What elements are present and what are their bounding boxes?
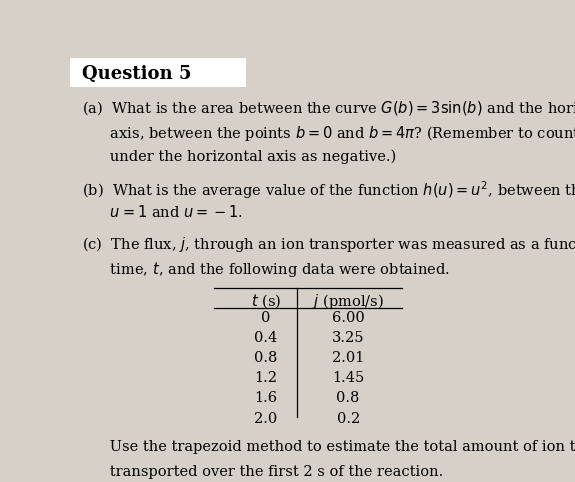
FancyBboxPatch shape — [70, 58, 246, 87]
Text: 0.2: 0.2 — [336, 412, 360, 426]
Text: under the horizontal axis as negative.): under the horizontal axis as negative.) — [82, 149, 396, 163]
Text: time, $t$, and the following data were obtained.: time, $t$, and the following data were o… — [82, 260, 450, 279]
Text: 1.45: 1.45 — [332, 372, 365, 386]
Text: (b)  What is the average value of the function $h(u) = u^2$, between the points: (b) What is the average value of the fun… — [82, 180, 575, 201]
Text: 0.8: 0.8 — [254, 351, 277, 365]
Text: 6.00: 6.00 — [332, 311, 365, 325]
Text: transported over the first 2 s of the reaction.: transported over the first 2 s of the re… — [82, 465, 443, 479]
Text: 0: 0 — [261, 311, 270, 325]
Text: Question 5: Question 5 — [82, 65, 191, 82]
Text: axis, between the points $b = 0$ and $b = 4\pi$? (Remember to count areas: axis, between the points $b = 0$ and $b … — [82, 124, 575, 143]
Text: $j$ (pmol/s): $j$ (pmol/s) — [312, 292, 384, 311]
Text: (c)  The flux, $j$, through an ion transporter was measured as a function of: (c) The flux, $j$, through an ion transp… — [82, 235, 575, 254]
Text: 0.8: 0.8 — [336, 391, 360, 405]
Text: $t$ (s): $t$ (s) — [251, 292, 281, 310]
Text: 2.0: 2.0 — [254, 412, 277, 426]
Text: (a)  What is the area between the curve $G(b) = 3\sin(b)$ and the horizontal: (a) What is the area between the curve $… — [82, 99, 575, 118]
Text: $u = 1$ and $u = -1$.: $u = 1$ and $u = -1$. — [82, 204, 243, 220]
Text: 3.25: 3.25 — [332, 331, 365, 346]
Text: 1.2: 1.2 — [254, 372, 277, 386]
Text: 1.6: 1.6 — [254, 391, 277, 405]
Text: 2.01: 2.01 — [332, 351, 365, 365]
Text: Use the trapezoid method to estimate the total amount of ion that is: Use the trapezoid method to estimate the… — [82, 440, 575, 454]
Text: 0.4: 0.4 — [254, 331, 277, 346]
